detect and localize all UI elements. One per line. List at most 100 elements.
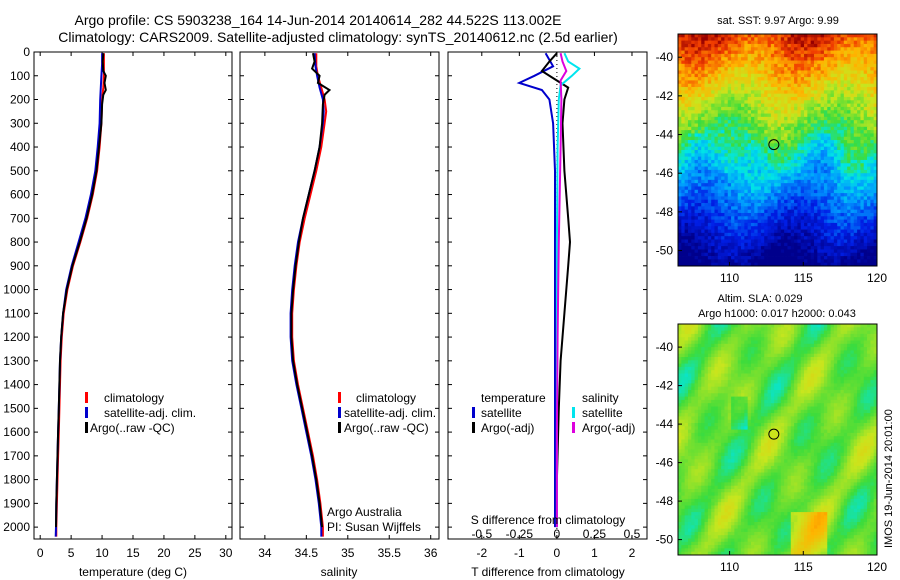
heatmap-cell: [714, 47, 719, 51]
heatmap-cell: [727, 73, 732, 78]
heatmap-cell: [681, 196, 686, 201]
heatmap-cell: [721, 140, 725, 144]
legend-label-climatology: climatology: [104, 391, 164, 405]
heatmap-cell: [870, 169, 875, 174]
heatmap-cell: [744, 100, 749, 104]
heatmap-cell: [750, 70, 755, 75]
heatmap-cell: [853, 206, 858, 211]
heatmap-cell: [860, 73, 865, 78]
heatmap-cell: [697, 203, 702, 207]
heatmap-cell: [707, 146, 712, 151]
heatmap-cell: [770, 57, 775, 61]
heatmap-cell: [870, 206, 875, 211]
heatmap-cell: [687, 63, 692, 68]
heatmap-cell: [711, 350, 715, 355]
heatmap-cell: [684, 34, 689, 38]
heatmap-cell: [850, 229, 855, 234]
heatmap-cell: [711, 140, 715, 144]
heatmap-cell: [830, 130, 835, 134]
heatmap-cell: [731, 262, 735, 267]
heatmap-cell: [823, 159, 828, 164]
heatmap-cell: [701, 347, 705, 351]
legend-swatch-argo-s: [572, 422, 575, 433]
heatmap-cell: [830, 196, 835, 201]
heatmap-cell: [817, 43, 822, 48]
heatmap-cell: [678, 130, 682, 134]
heatmap-cell: [691, 146, 695, 151]
heatmap-cell: [780, 343, 785, 348]
heatmap-cell: [754, 67, 758, 71]
heatmap-cell: [837, 259, 841, 264]
heatmap-cell: [724, 179, 729, 184]
heatmap-cell: [697, 73, 702, 78]
heatmap-cell: [873, 196, 878, 201]
heatmap-cell: [784, 166, 788, 171]
heatmap-cell: [843, 140, 848, 144]
heatmap-cell: [784, 179, 788, 184]
heatmap-cell: [800, 169, 805, 174]
heatmap-cell: [800, 229, 805, 234]
heatmap-cell: [820, 249, 825, 254]
heatmap-cell: [694, 256, 699, 260]
heatmap-cell: [850, 239, 855, 244]
heatmap-cell: [717, 232, 722, 237]
heatmap-cell: [867, 113, 871, 118]
heatmap-cell: [678, 212, 682, 217]
heatmap-cell: [717, 256, 722, 260]
heatmap-cell: [873, 340, 878, 345]
heatmap-cell: [867, 110, 871, 114]
heatmap-cell: [684, 159, 689, 164]
heatmap-cell: [760, 333, 765, 338]
heatmap-cell: [687, 324, 692, 328]
heatmap-cell: [717, 93, 722, 98]
heatmap-cell: [833, 239, 838, 244]
heatmap-cell: [870, 113, 875, 118]
heatmap-cell: [721, 116, 725, 121]
heatmap-cell: [830, 209, 835, 214]
heatmap-cell: [817, 47, 822, 51]
heatmap-cell: [721, 189, 725, 194]
heatmap-cell: [800, 106, 805, 111]
heatmap-cell: [853, 123, 858, 128]
heatmap-cell: [681, 126, 686, 131]
heatmap-cell: [833, 199, 838, 204]
heatmap-cell: [870, 163, 875, 167]
heatmap-cell: [794, 337, 798, 341]
y-tick-label: 1900: [3, 496, 30, 510]
heatmap-cell: [694, 50, 699, 55]
heatmap-cell: [707, 143, 712, 148]
heatmap-cell: [757, 47, 762, 51]
heatmap-cell: [827, 153, 831, 158]
heatmap-cell: [727, 96, 732, 101]
heatmap-cell: [857, 156, 861, 161]
heatmap-cell: [857, 57, 861, 61]
heatmap-cell: [780, 87, 785, 91]
heatmap-cell: [764, 73, 768, 78]
heatmap-cell: [870, 222, 875, 227]
heatmap-cell: [847, 50, 851, 55]
heatmap-cell: [857, 222, 861, 227]
heatmap-cell: [790, 327, 795, 331]
heatmap-cell: [701, 57, 705, 61]
heatmap-cell: [807, 159, 812, 164]
heatmap-cell: [800, 96, 805, 101]
heatmap-cell: [787, 340, 792, 345]
heatmap-cell: [687, 212, 692, 217]
heatmap-cell: [734, 153, 739, 158]
heatmap-cell: [734, 249, 739, 254]
heatmap-cell: [797, 50, 802, 55]
heatmap-cell: [863, 166, 868, 171]
heatmap-cell: [734, 206, 739, 211]
heatmap-cell: [800, 212, 805, 217]
heatmap-cell: [853, 60, 858, 65]
heatmap-cell: [790, 337, 795, 341]
sst-axes-frame: [677, 33, 878, 267]
heatmap-cell: [731, 324, 735, 328]
heatmap-cell: [697, 262, 702, 267]
heatmap-cell: [678, 140, 682, 144]
heatmap-cell: [734, 327, 739, 331]
heatmap-cell: [800, 203, 805, 207]
heatmap-cell: [800, 156, 805, 161]
heatmap-cell: [830, 262, 835, 267]
heatmap-cell: [820, 87, 825, 91]
